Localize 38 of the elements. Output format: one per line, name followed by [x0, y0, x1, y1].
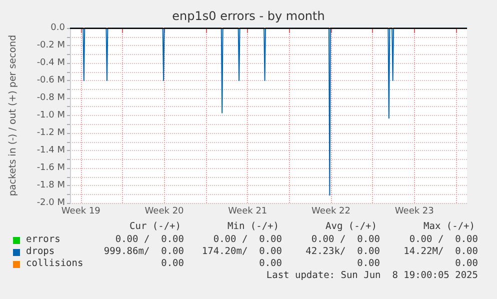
text: 174.20m/ 0.00 [202, 246, 282, 258]
text: 0.00 / 0.00 [409, 234, 478, 246]
y-tick-label: -1.0 M [36, 110, 65, 120]
legend-label: errors [26, 234, 60, 246]
text: 0.00 / 0.00 [311, 234, 380, 246]
x-tick-label: Week 20 [144, 206, 184, 216]
legend-label: drops [26, 246, 55, 258]
y-tick-label: -1.8 M [36, 180, 65, 190]
x-tick-label: Week 23 [394, 206, 434, 216]
text: 0.00 / 0.00 [115, 234, 184, 246]
text: Max (-/+) [424, 221, 475, 233]
y-tick-label: -0.8 M [36, 93, 65, 103]
text: Min (-/+) [228, 221, 279, 233]
text: 0.00 [455, 258, 478, 270]
text: Avg (-/+) [326, 221, 377, 233]
text: 42.23k/ 0.00 [306, 246, 380, 258]
legend-label: collisions [26, 258, 84, 270]
y-axis-title: packets in (-) / out (+) per second [8, 34, 18, 196]
x-tick-label: Week 19 [61, 206, 101, 216]
text: 999.86m/ 0.00 [104, 246, 184, 258]
text: 0.00 [259, 258, 282, 270]
text: Cur (-/+) [130, 221, 181, 233]
y-tick-label: 0.0 [50, 23, 66, 33]
y-tick-label: -0.2 M [36, 40, 65, 50]
y-tick-label: -1.2 M [36, 128, 65, 138]
y-tick-label: -1.4 M [36, 146, 65, 156]
text: 14.22M/ 0.00 [404, 246, 478, 258]
chart-title: enp1s0 errors - by month [172, 9, 325, 23]
text: 0.00 / 0.00 [213, 234, 282, 246]
x-tick-label: Week 22 [312, 206, 351, 216]
y-tick-label: -0.4 M [36, 58, 65, 68]
y-tick-label: -0.6 M [36, 76, 65, 86]
text: 0.00 [161, 258, 184, 270]
text: 0.00 [357, 258, 380, 270]
x-tick-label: Week 21 [228, 206, 268, 216]
y-tick-label: -2.0 M [36, 198, 65, 208]
y-tick-label: -1.6 M [36, 163, 65, 173]
text: Last update: Sun Jun 8 19:00:05 2025 [266, 270, 478, 282]
